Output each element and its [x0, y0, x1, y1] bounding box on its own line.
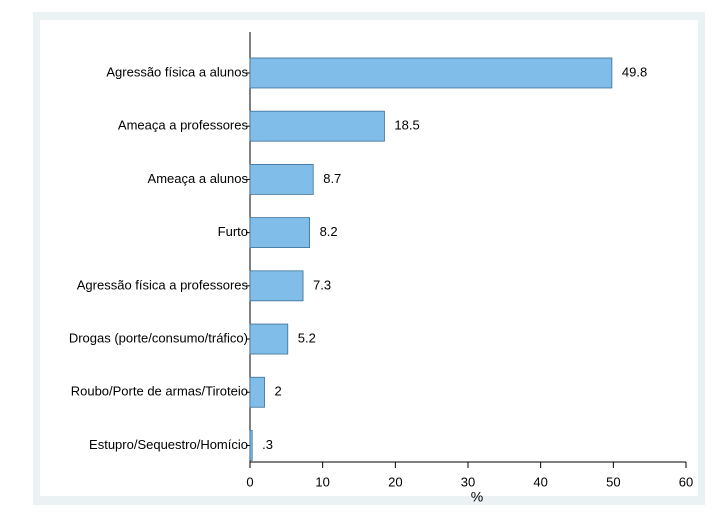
- y-tick-label: Roubo/Porte de armas/Tiroteio: [71, 384, 248, 399]
- bar: [249, 376, 265, 408]
- x-axis-title: %: [471, 489, 483, 505]
- value-label: 18.5: [394, 118, 419, 133]
- x-tick-label: 60: [679, 474, 693, 489]
- bar: [249, 57, 613, 89]
- value-label: 8.7: [323, 171, 341, 186]
- x-tick-label: 30: [461, 474, 475, 489]
- bar: [249, 217, 310, 249]
- bar: [249, 163, 314, 195]
- bar: [249, 110, 385, 142]
- y-tick-label: Drogas (porte/consumo/tráfico): [69, 330, 248, 345]
- bar: [249, 323, 289, 355]
- x-tick-label: 20: [388, 474, 402, 489]
- y-tick-label: Agressão física a professores: [77, 277, 249, 292]
- value-label: 8.2: [320, 224, 338, 239]
- x-tick-label: 50: [606, 474, 620, 489]
- value-label: .3: [262, 437, 273, 452]
- x-tick-label: 40: [533, 474, 547, 489]
- x-tick-label: 10: [315, 474, 329, 489]
- value-label: 5.2: [298, 330, 316, 345]
- bar: [249, 430, 253, 461]
- value-label: 49.8: [622, 64, 647, 79]
- y-tick-label: Furto: [218, 224, 248, 239]
- y-tick-label: Estupro/Sequestro/Homício: [89, 437, 248, 452]
- plot-area: [40, 20, 698, 496]
- value-label: 2: [275, 384, 282, 399]
- y-tick-label: Ameaça a professores: [118, 118, 249, 133]
- y-tick-label: Agressão física a alunos: [106, 64, 248, 79]
- y-tick-label: Ameaça a alunos: [148, 171, 249, 186]
- bar: [249, 270, 304, 302]
- value-label: 7.3: [313, 277, 331, 292]
- x-tick-label: 0: [246, 474, 253, 489]
